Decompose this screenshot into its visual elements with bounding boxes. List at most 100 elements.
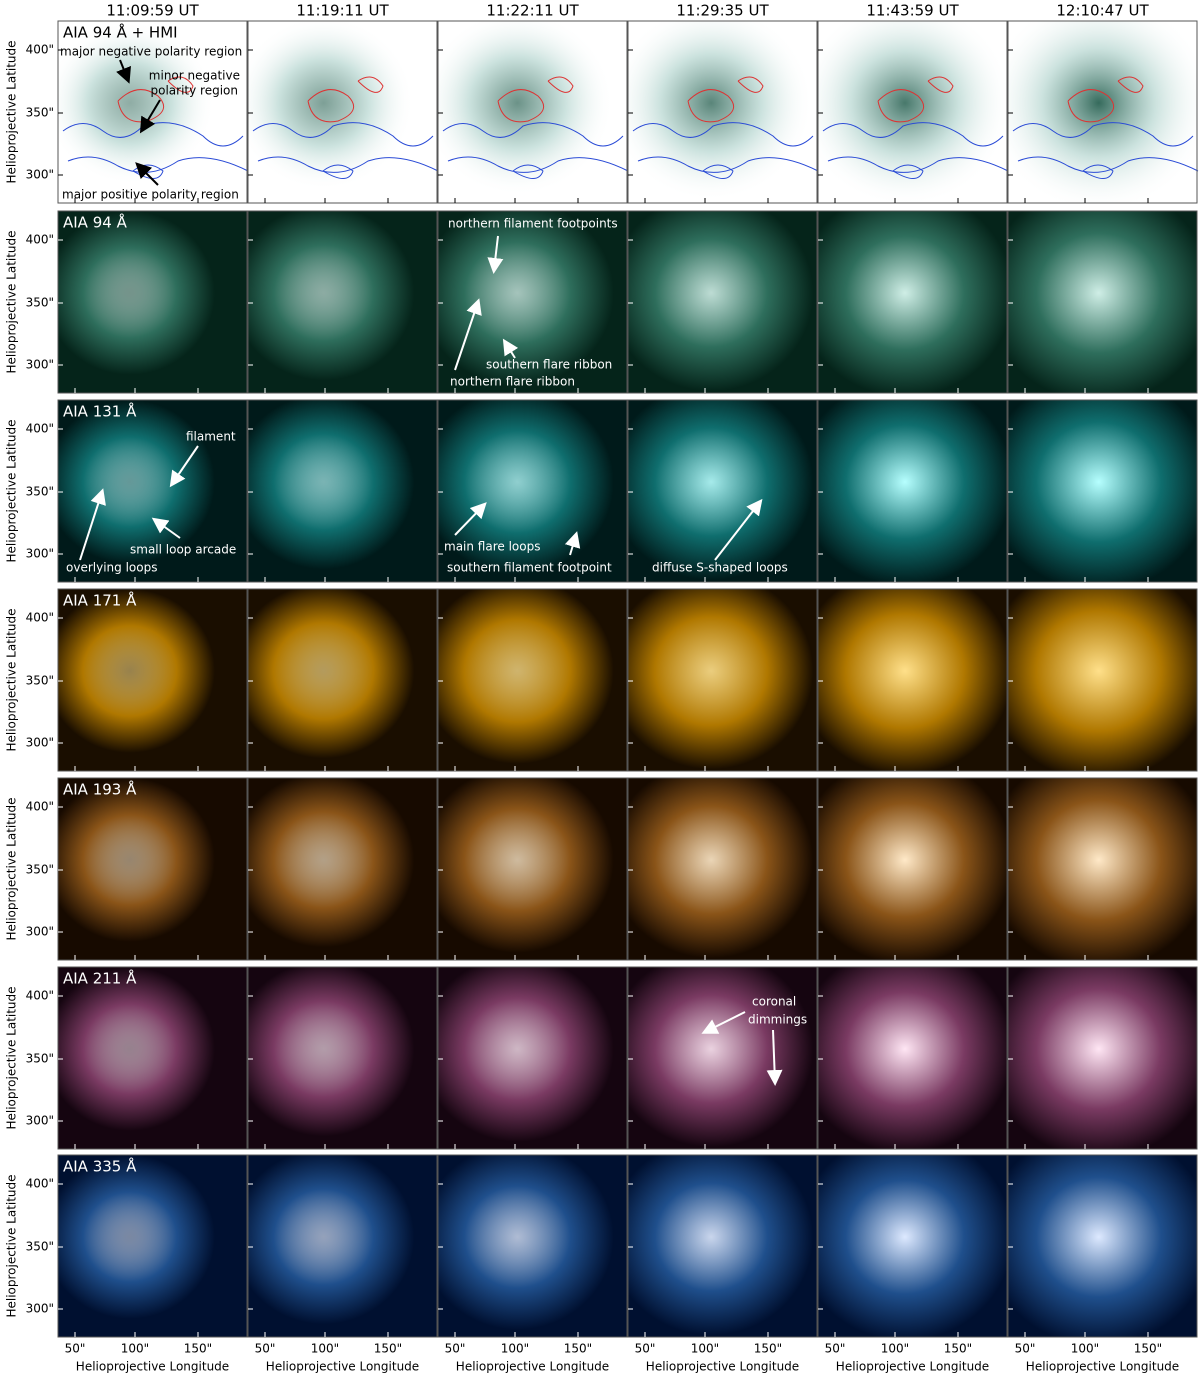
annotation-arrow: [116, 59, 131, 84]
annotation-arrow: [766, 1029, 783, 1086]
annotation-arrow: [79, 488, 106, 561]
y-tick-label: 300": [26, 358, 54, 372]
annotation-arrow: [454, 502, 487, 536]
panel-frame: [437, 588, 628, 772]
panel-frame: [1007, 777, 1198, 961]
solar-image: [628, 400, 817, 582]
x-tick-label: 100": [311, 1342, 339, 1356]
panel-frame: [57, 20, 248, 204]
hmi-contour-negative: [117, 76, 194, 123]
panel-frame: [817, 210, 1008, 394]
annotation-arrow: [139, 99, 161, 134]
panel-label: AIA 171 Å: [63, 591, 137, 610]
y-axis-label: Helioprojective Latitude: [5, 608, 19, 751]
column-time: 11:29:35 UT: [676, 2, 769, 20]
solar-image: [58, 1155, 247, 1337]
x-tick-label: 50": [65, 1342, 86, 1356]
hmi-contour-positive: [442, 122, 629, 179]
panel-frame: [57, 399, 248, 583]
panel-frame: [57, 1154, 248, 1338]
panel-label: AIA 94 Å: [63, 213, 128, 232]
annotation-arrow: [151, 517, 181, 539]
panel-frame: [817, 966, 1008, 1150]
panel-frame: [437, 966, 628, 1150]
annotation: northern flare ribbon: [450, 375, 575, 389]
y-tick-label: 300": [26, 168, 54, 182]
solar-image: [818, 778, 1007, 960]
solar-image: [1008, 21, 1197, 203]
solar-image: [1008, 400, 1197, 582]
solar-image: [438, 1155, 627, 1337]
y-axis-label: Helioprojective Latitude: [5, 797, 19, 940]
y-tick-label: 400": [26, 989, 54, 1003]
solar-image: [438, 778, 627, 960]
annotation-arrow: [454, 298, 482, 371]
panel-frame: [437, 20, 628, 204]
y-axis-label: Helioprojective Latitude: [5, 419, 19, 562]
panel-frame: [1007, 1154, 1198, 1338]
annotation: main flare loops: [444, 540, 540, 554]
annotation: overlying loops: [66, 561, 157, 575]
annotation: southern filament footpoint: [447, 561, 612, 575]
annotation: northern filament footpoints: [448, 217, 618, 231]
solar-image: [248, 400, 437, 582]
panel-frame: [1007, 399, 1198, 583]
x-tick-label: 100": [691, 1342, 719, 1356]
panel-frame: [627, 20, 818, 204]
annotation: major negative polarity region: [60, 45, 242, 59]
annotation: diffuse S-shaped loops: [652, 561, 788, 575]
hmi-contour-positive: [822, 122, 1009, 179]
solar-image: [628, 967, 817, 1149]
panel-frame: [817, 20, 1008, 204]
solar-image: [628, 21, 817, 203]
solar-image: [438, 589, 627, 771]
x-axis-label: Helioprojective Longitude: [1026, 1360, 1179, 1374]
panel-label: AIA 335 Å: [63, 1157, 137, 1176]
annotation: coronal: [752, 995, 796, 1009]
solar-image: [248, 21, 437, 203]
x-tick-label: 100": [1071, 1342, 1099, 1356]
panel-frame: [627, 588, 818, 772]
solar-image: [818, 1155, 1007, 1337]
hmi-contour-negative: [687, 76, 764, 123]
panel-frame: [57, 966, 248, 1150]
x-tick-label: 150": [374, 1342, 402, 1356]
solar-image: [58, 400, 247, 582]
solar-image: [438, 21, 627, 203]
x-tick-label: 150": [754, 1342, 782, 1356]
solar-image: [1008, 211, 1197, 393]
y-tick-label: 400": [26, 233, 54, 247]
hmi-contour-negative: [497, 76, 574, 123]
column-time: 12:10:47 UT: [1056, 2, 1149, 20]
x-axis-label: Helioprojective Longitude: [456, 1360, 609, 1374]
panel-frame: [57, 777, 248, 961]
panel-frame: [247, 20, 438, 204]
panel-frame: [817, 399, 1008, 583]
y-tick-label: 300": [26, 1114, 54, 1128]
panel-frame: [817, 1154, 1008, 1338]
annotation-arrow: [135, 162, 159, 186]
solar-image: [1008, 778, 1197, 960]
y-axis-label: Helioprojective Latitude: [5, 986, 19, 1129]
panel-frame: [437, 777, 628, 961]
annotation: dimmings: [748, 1013, 807, 1027]
solar-image: [438, 967, 627, 1149]
solar-image: [58, 778, 247, 960]
x-tick-label: 150": [1134, 1342, 1162, 1356]
y-tick-label: 400": [26, 1177, 54, 1191]
hmi-contour-negative: [307, 76, 384, 123]
x-axis-label: Helioprojective Longitude: [836, 1360, 989, 1374]
annotation-arrow: [487, 235, 504, 274]
column-time: 11:22:11 UT: [486, 2, 579, 20]
panel-label: AIA 211 Å: [63, 969, 137, 988]
solar-image: [438, 400, 627, 582]
annotation: major positive polarity region: [62, 188, 239, 202]
x-tick-label: 100": [501, 1342, 529, 1356]
panel-frame: [1007, 210, 1198, 394]
panel-frame: [627, 966, 818, 1150]
y-axis-label: Helioprojective Latitude: [5, 1174, 19, 1317]
panel-frame: [247, 588, 438, 772]
annotation-arrow: [502, 338, 519, 359]
panel-frame: [1007, 588, 1198, 772]
